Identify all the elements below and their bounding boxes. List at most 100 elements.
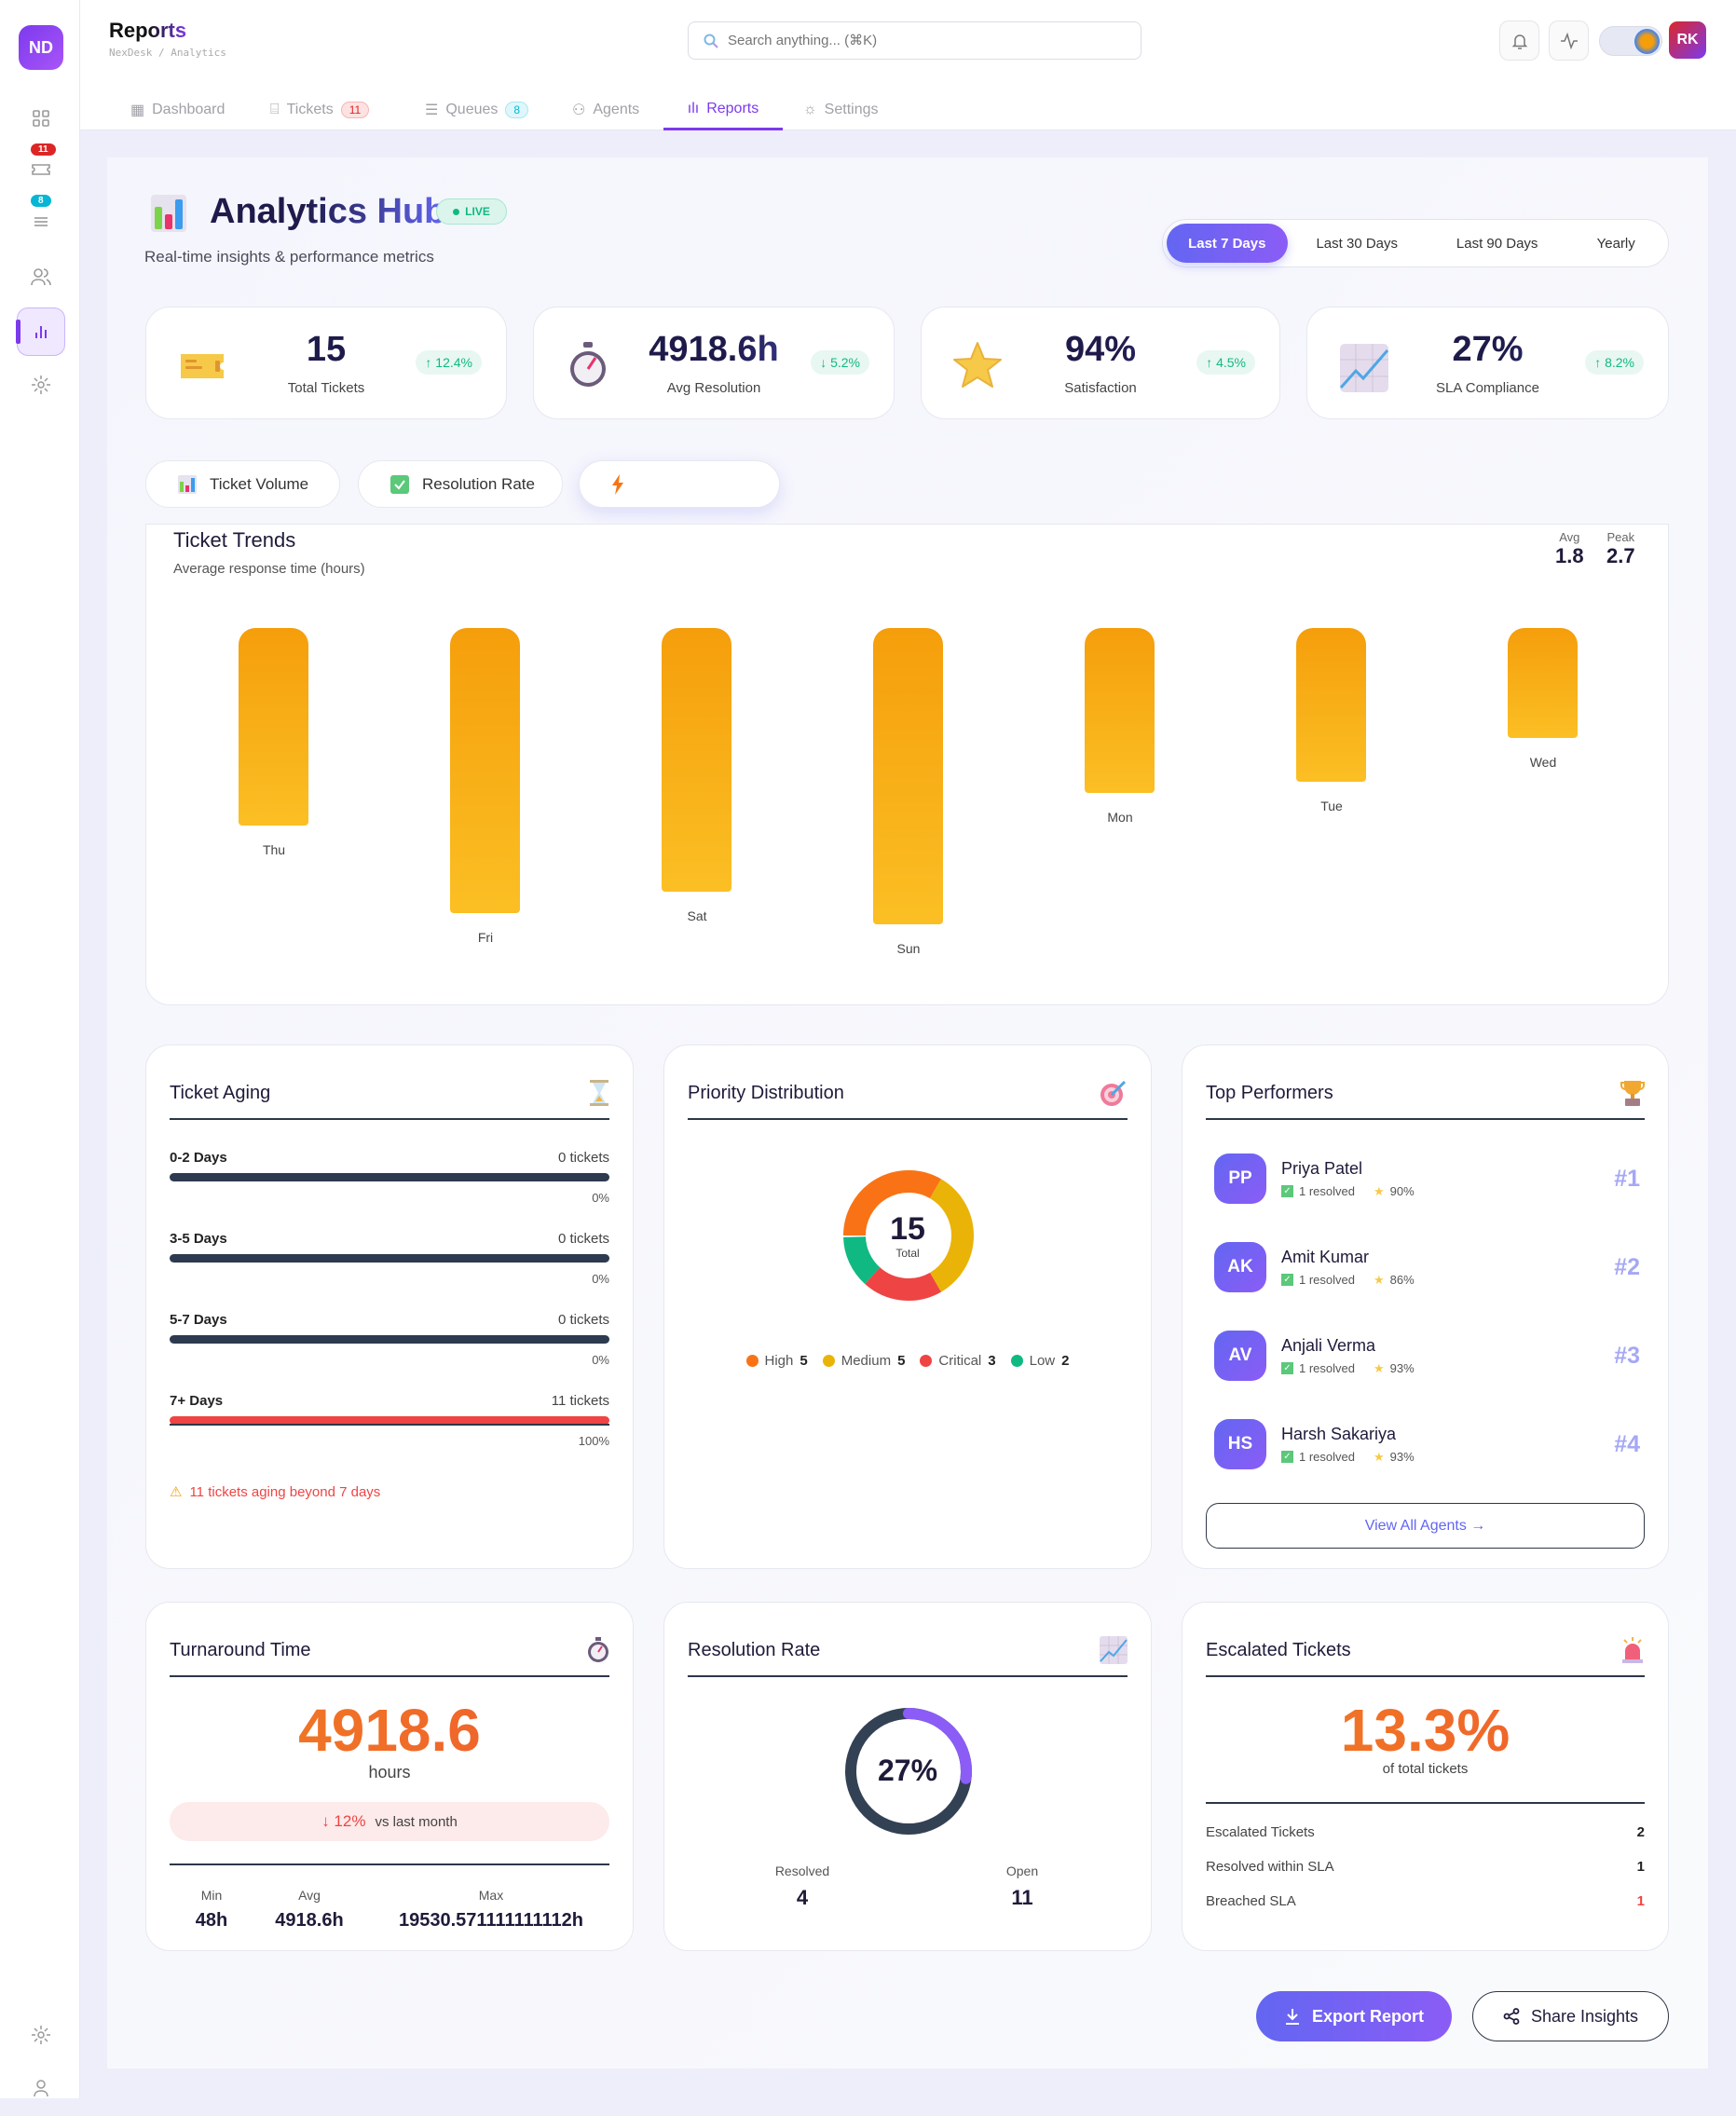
sidebar-item-queues[interactable]: 8 [23,195,59,238]
chart-tab-ticket-volume[interactable]: Ticket Volume [145,460,340,508]
tab-reports[interactable]: ılı Reports [663,89,783,130]
period-last-90-days[interactable]: Last 90 Days [1456,235,1538,252]
kpi-label: Avg Resolution [666,380,761,396]
performer-row[interactable]: PP Priya Patel ✓ 1 resolved ★ 90% #1 [1214,1151,1640,1207]
tab-tickets[interactable]: ⌸ Tickets 11 [270,89,370,130]
bar-mon[interactable] [1085,628,1155,793]
search-box[interactable] [688,21,1141,60]
sidebar-item-tickets[interactable]: 11 [23,143,59,186]
gear-icon: ☼ [803,102,817,117]
legend-dot-icon [1010,1355,1023,1367]
period-selector: Last 7 Days Last 30 Days Last 90 Days Ye… [1162,219,1669,267]
period-last-7-days[interactable]: Last 7 Days [1167,224,1288,263]
card-header: Priority Distribution [688,1068,1128,1120]
aging-label: 3-5 Days [170,1231,227,1247]
sidebar: ND 11 8 [0,0,80,2098]
sun-knob-icon [1634,29,1660,54]
rank: #4 [1614,1430,1640,1457]
sidebar-item-settings[interactable] [23,367,59,403]
bar-label: Mon [1107,809,1133,825]
tab-dashboard[interactable]: ▦ Dashboard [130,102,226,118]
star-icon: ★ [1373,1449,1385,1464]
turnaround-unit: hours [368,1763,411,1782]
sidebar-item-reports[interactable] [16,307,65,356]
bar-tue[interactable] [1296,628,1366,782]
bar-sun[interactable] [873,628,943,924]
period-yearly[interactable]: Yearly [1596,235,1635,252]
hub-title: Analytics Hub [210,192,446,231]
kpi-label: Satisfaction [1064,380,1137,396]
export-report-button[interactable]: Export Report [1256,1991,1452,2041]
donut-slice-critical[interactable] [865,1266,941,1301]
top-performers-card: Top Performers PP Priya Patel ✓ 1 resolve… [1182,1044,1669,1569]
user-avatar[interactable]: RK [1669,21,1706,59]
tab-agents[interactable]: ⚇ Agents [572,102,640,118]
search-input[interactable] [728,33,1100,48]
card-header: Escalated Tickets [1206,1625,1645,1677]
aging-label: 5-7 Days [170,1312,227,1328]
donut-slice-high[interactable] [843,1170,941,1236]
bar-wed[interactable] [1508,628,1578,738]
bar-thu[interactable] [239,628,308,826]
share-insights-button[interactable]: Share Insights [1472,1991,1669,2041]
aging-row: 0-2 Days 0 tickets 0% [170,1150,609,1205]
target-icon [1100,1080,1127,1106]
ticket-icon [181,354,224,378]
download-icon [1285,2009,1299,2025]
view-all-agents-button[interactable]: View All Agents → [1206,1503,1645,1549]
users-icon: ⚇ [572,102,586,118]
legend-dot-icon [745,1355,759,1367]
sidebar-item-dashboard[interactable] [23,101,59,136]
chart-tab-resolution-rate[interactable]: Resolution Rate [358,460,563,508]
live-badge: LIVE [436,198,507,225]
sidebar-profile-button[interactable] [23,2070,59,2106]
rank: #3 [1614,1342,1640,1369]
priority-distribution-card: Priority Distribution 15 Total High 5 Medi… [663,1044,1152,1569]
sidebar-theme-button[interactable] [23,2017,59,2053]
bar-chart-emoji-icon [178,474,197,494]
aging-label: 7+ Days [170,1393,224,1409]
bar-label: Wed [1529,754,1557,770]
performer-row[interactable]: HS Harsh Sakariya ✓ 1 resolved ★ 93% #4 [1214,1416,1640,1472]
aging-percent: 0% [592,1353,609,1367]
activity-button[interactable] [1549,20,1589,61]
aging-row: 7+ Days 11 tickets 100% [170,1393,609,1448]
kpi-value: 27% [1307,330,1668,370]
aging-progress-bar [170,1335,609,1344]
sidebar-item-agents[interactable] [23,259,59,294]
theme-toggle[interactable] [1599,26,1662,56]
app-logo[interactable]: ND [19,25,63,70]
chart-title: Ticket Trends [173,528,296,552]
notifications-button[interactable] [1499,20,1539,61]
aging-count: 0 tickets [557,1312,609,1328]
bars-area: Thu Fri Sat Sun Mon Tue Wed [146,525,1668,1004]
donut-slice-low[interactable] [843,1235,881,1285]
breadcrumb: NexDesk / Analytics [109,47,226,59]
rank: #2 [1614,1253,1640,1280]
card-header: Top Performers [1206,1068,1645,1120]
share-icon [1503,2008,1520,2025]
kpi-change-badge: ↑ 8.2% [1585,350,1644,375]
tab-queues[interactable]: ☰ Queues 8 [425,89,529,130]
performer-row[interactable]: AV Anjali Verma ✓ 1 resolved ★ 93% #3 [1214,1328,1640,1384]
performer-name: Anjali Verma [1281,1335,1376,1355]
aging-progress-bar [170,1416,609,1425]
chart-up-icon [1339,344,1389,392]
tickets-badge: 11 [31,143,56,156]
bar-fri[interactable] [450,628,520,914]
kpi-card-total-tickets: 15 Total Tickets ↑ 12.4% [145,307,507,419]
period-last-30-days[interactable]: Last 30 Days [1316,235,1398,252]
tab-settings[interactable]: ☼ Settings [803,102,879,117]
trophy-icon [1620,1081,1645,1106]
aging-percent: 0% [592,1191,609,1205]
live-dot-icon [453,208,460,215]
kpi-label: SLA Compliance [1436,380,1539,396]
siren-icon [1622,1637,1643,1663]
performer-row[interactable]: AK Amit Kumar ✓ 1 resolved ★ 86% #2 [1214,1239,1640,1295]
donut-slice-medium[interactable] [929,1179,974,1292]
kpi-change-badge: ↑ 12.4% [416,350,482,375]
kpi-card-sla-compliance: 27% SLA Compliance ↑ 8.2% [1306,307,1669,419]
escalated-row: Escalated Tickets 2 [1206,1824,1645,1840]
bar-sat[interactable] [662,628,731,892]
chart-tab-response-time[interactable] [579,460,780,508]
